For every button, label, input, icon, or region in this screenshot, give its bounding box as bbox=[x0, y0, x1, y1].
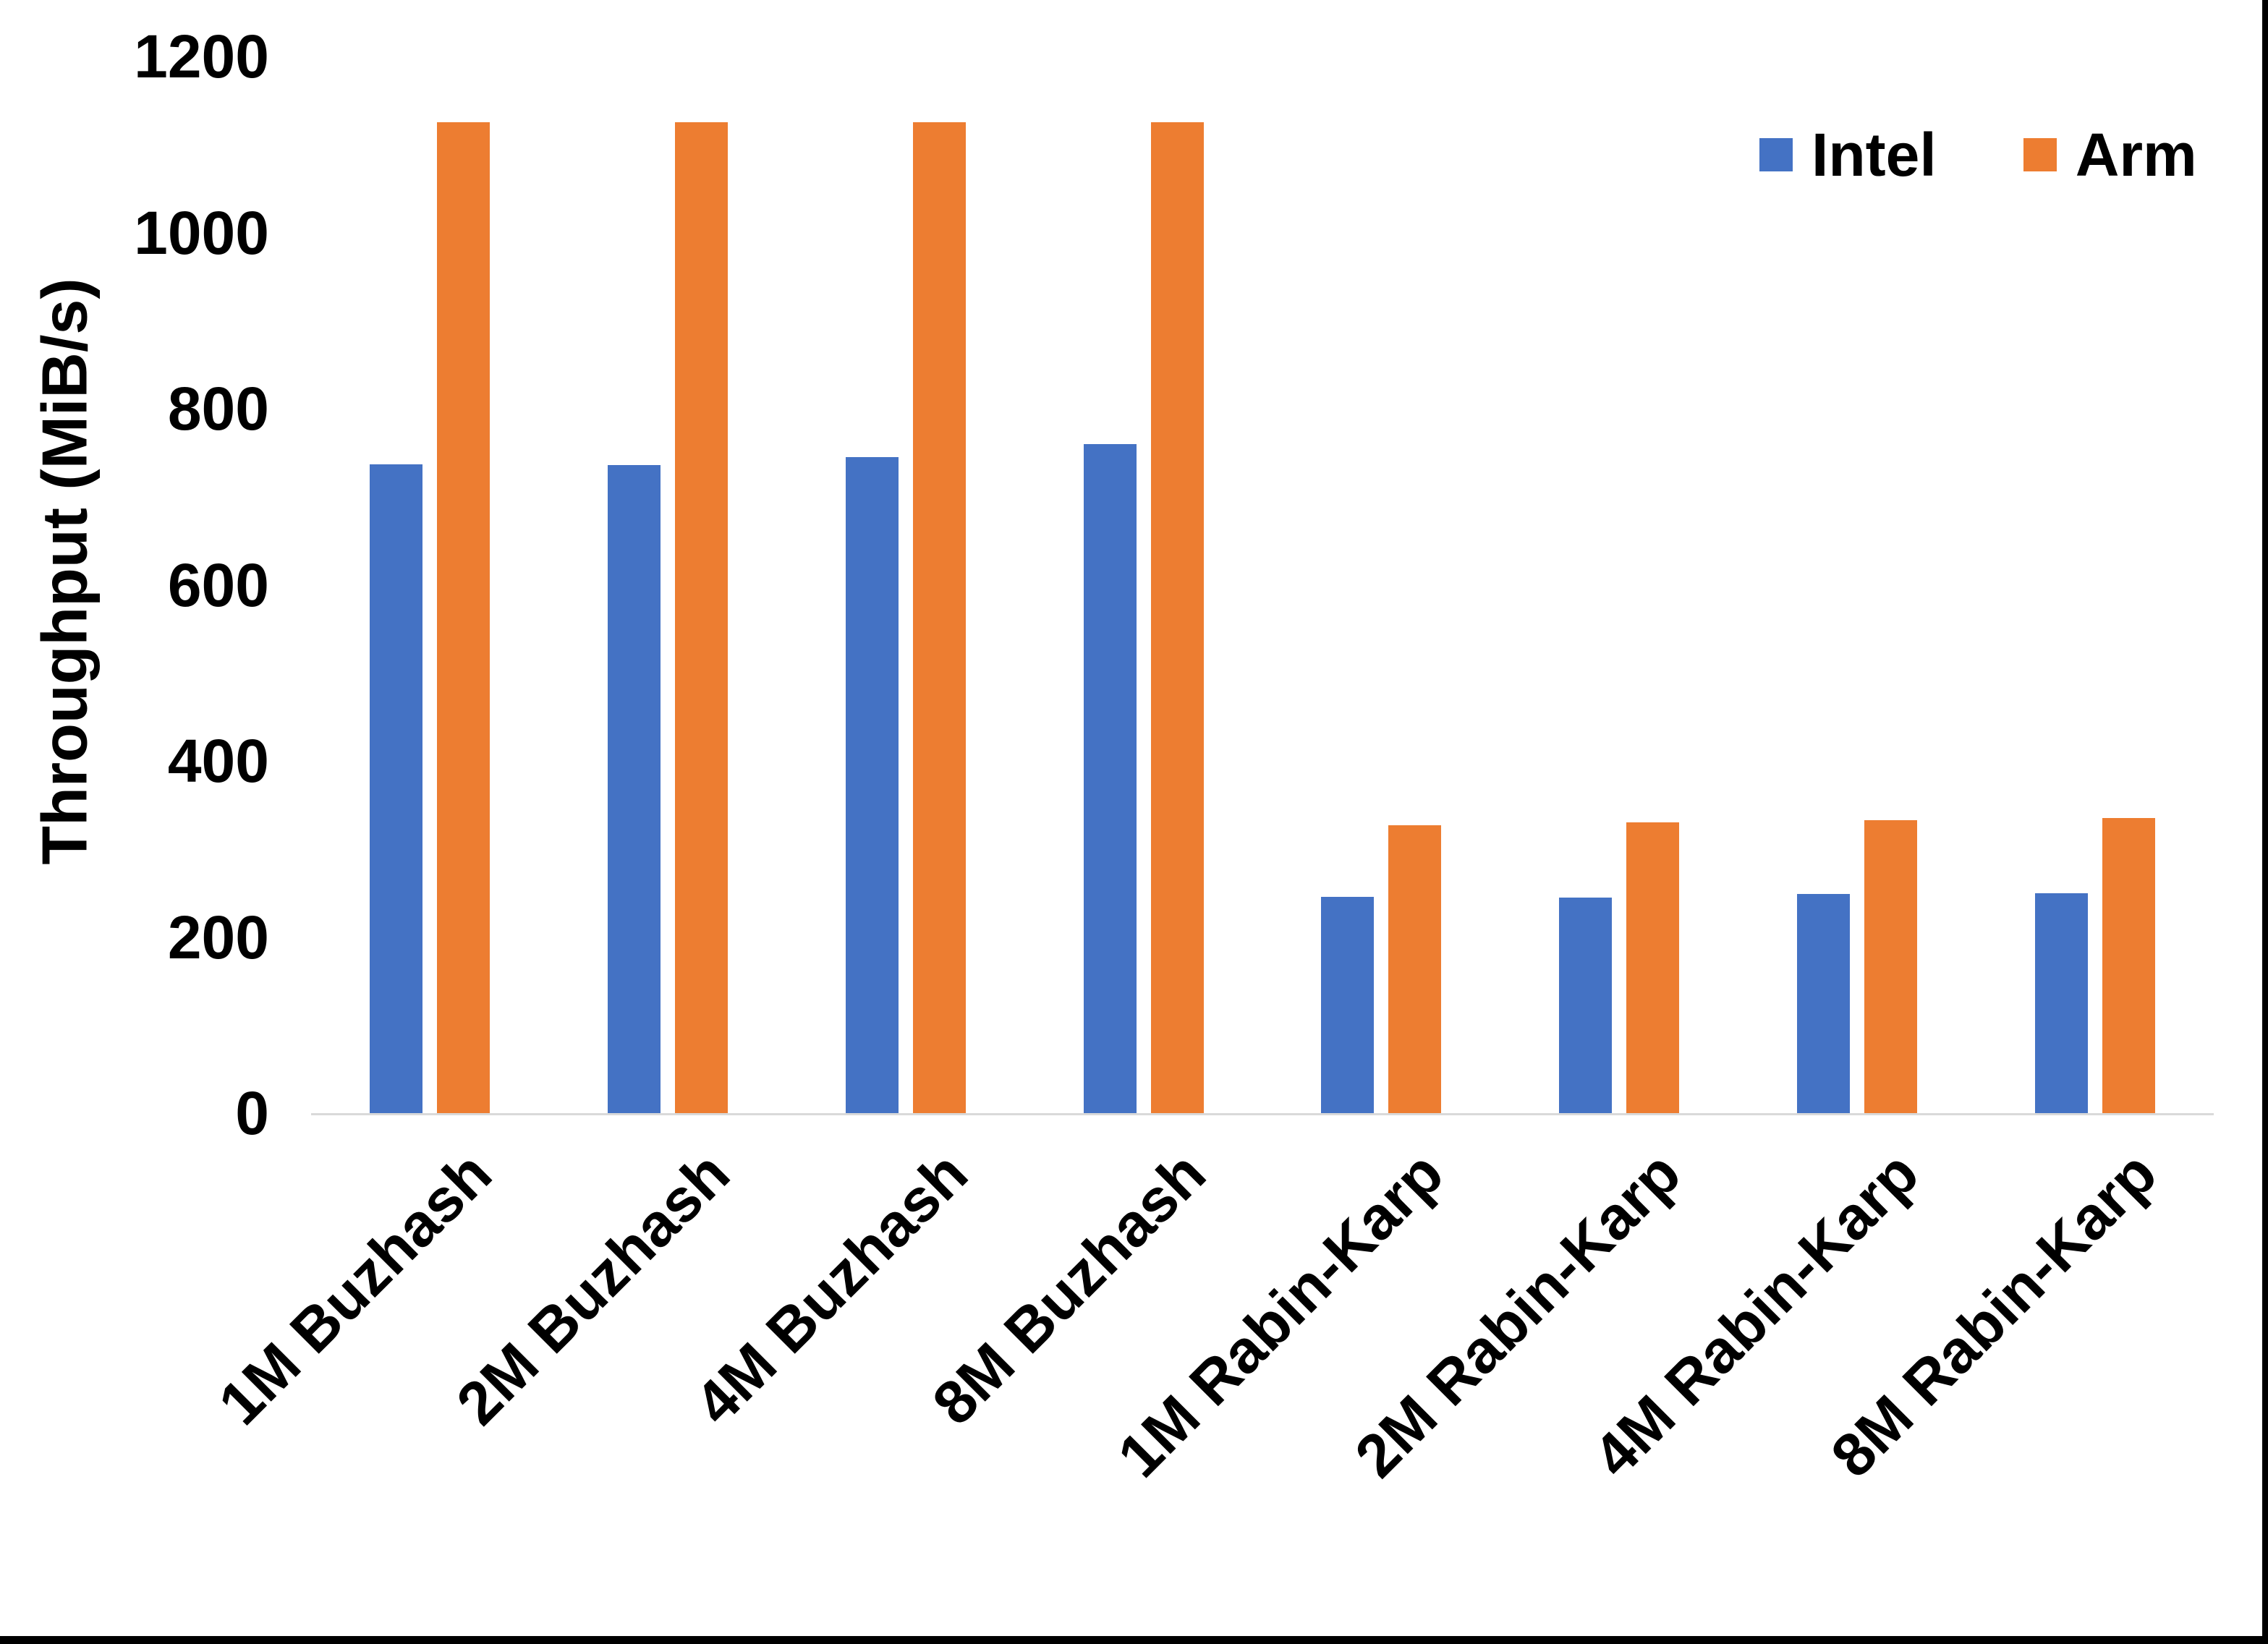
bar-group bbox=[1024, 56, 1262, 1113]
bar-intel-8 bbox=[2034, 893, 2088, 1113]
bar-intel-5 bbox=[1321, 896, 1375, 1113]
legend-swatch-arm bbox=[2023, 138, 2057, 171]
bar-group bbox=[787, 56, 1025, 1113]
y-tick-label: 0 bbox=[235, 1079, 269, 1147]
bar-arm-6 bbox=[1626, 822, 1680, 1113]
bar-intel-3 bbox=[845, 456, 899, 1113]
bar-group bbox=[1738, 56, 1976, 1113]
y-tick-label: 1200 bbox=[134, 22, 269, 90]
bar-arm-2 bbox=[675, 122, 729, 1113]
bar-intel-7 bbox=[1796, 893, 1850, 1113]
bar-intel-6 bbox=[1559, 897, 1613, 1113]
legend-label: Arm bbox=[2075, 121, 2197, 189]
screenshot-right-border bbox=[2262, 0, 2268, 1644]
y-tick-label: 800 bbox=[167, 375, 269, 443]
bar-group bbox=[311, 56, 549, 1113]
bar-intel-2 bbox=[608, 464, 661, 1113]
bar-group bbox=[1976, 56, 2214, 1113]
bar-arm-1 bbox=[437, 122, 490, 1113]
bar-intel-4 bbox=[1083, 443, 1137, 1113]
y-tick-label: 400 bbox=[167, 727, 269, 795]
legend-swatch-intel bbox=[1759, 138, 1793, 171]
bar-group bbox=[1262, 56, 1500, 1113]
legend-label: Intel bbox=[1812, 121, 1937, 189]
bar-intel-1 bbox=[370, 464, 423, 1113]
bar-arm-3 bbox=[912, 122, 966, 1113]
bar-group bbox=[549, 56, 787, 1113]
bar-arm-7 bbox=[1864, 819, 1917, 1113]
y-tick-label: 1000 bbox=[134, 198, 269, 267]
y-tick-label: 200 bbox=[167, 903, 269, 971]
legend: Intel Arm bbox=[1759, 124, 2197, 185]
x-axis-line bbox=[311, 1113, 2214, 1115]
bar-group bbox=[1500, 56, 1738, 1113]
legend-item-arm: Arm bbox=[2023, 124, 2197, 185]
plot-area bbox=[311, 56, 2214, 1115]
legend-item-intel: Intel bbox=[1759, 124, 1937, 185]
bar-arm-5 bbox=[1388, 825, 1442, 1113]
screenshot-bottom-border bbox=[0, 1636, 2268, 1644]
bar-arm-8 bbox=[2102, 818, 2155, 1113]
bar-arm-4 bbox=[1150, 122, 1204, 1113]
bar-groups bbox=[311, 56, 2214, 1113]
y-tick-label: 600 bbox=[167, 550, 269, 619]
